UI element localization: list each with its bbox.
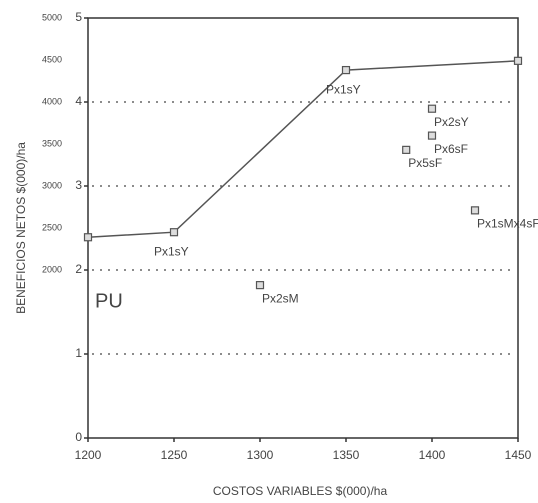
line-point [169, 228, 179, 237]
y-axis-label: BENEFICIOS NETOS $(000)/ha [14, 142, 28, 314]
y2-tick-label: 4500 [42, 54, 62, 64]
plot-frame [87, 17, 519, 439]
line-point [83, 233, 93, 242]
y-tick-label: 0 [75, 430, 82, 444]
y-tick-label: 2 [75, 262, 82, 276]
point-label: Px2sY [434, 115, 469, 129]
point-label: Px2sM [262, 291, 299, 305]
scatter-point [427, 131, 437, 140]
x-tick-label: 1200 [75, 448, 102, 462]
scatter-point [470, 206, 480, 215]
y2-tick-label: 3000 [42, 180, 62, 190]
x-tick-label: 1300 [247, 448, 274, 462]
y2-tick-label: 2500 [42, 222, 62, 232]
scatter-point [255, 281, 265, 290]
x-tick-label: 1400 [419, 448, 446, 462]
line [87, 60, 519, 238]
annotation: PU [95, 290, 123, 312]
y2-tick-label: 5000 [42, 12, 62, 22]
x-axis-label: COSTOS VARIABLES $(000)/ha [213, 484, 388, 498]
scatter-point [402, 145, 411, 154]
point-label: Px6sF [434, 142, 468, 156]
line-point [341, 65, 351, 75]
y-tick-label: 5 [75, 10, 82, 24]
y2-tick-label: 2000 [42, 264, 62, 274]
x-tick-label: 1250 [161, 448, 188, 462]
point-label: Px5sF [408, 156, 442, 170]
x-tick-label: 1450 [505, 448, 532, 462]
y-tick-label: 4 [75, 94, 82, 108]
point-label: Px1sY [154, 244, 189, 258]
point-label: Px1sMx4sF [477, 217, 538, 231]
y-tick-label: 1 [75, 346, 82, 360]
line-point [513, 56, 523, 65]
scatter-point [427, 104, 437, 113]
y-tick-label: 3 [75, 178, 82, 192]
y2-tick-label: 4000 [42, 96, 62, 106]
point-label: Px1sY [326, 82, 361, 96]
x-tick-label: 1350 [333, 448, 360, 462]
y2-tick-label: 3500 [42, 138, 62, 148]
